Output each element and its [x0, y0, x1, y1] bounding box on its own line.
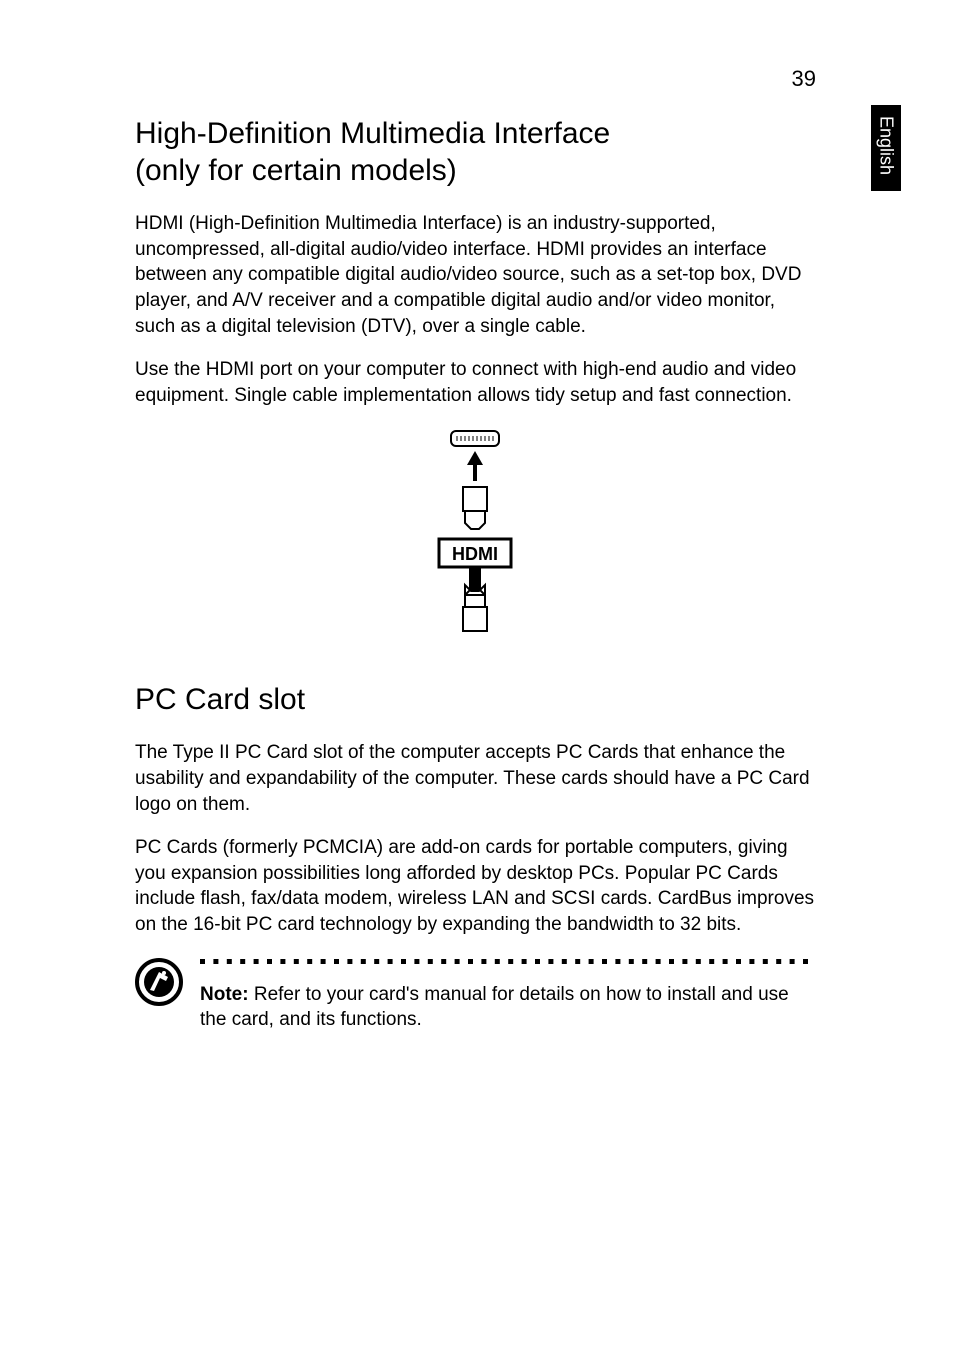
- note-separator: [200, 958, 816, 966]
- note-icon: [135, 958, 183, 1006]
- page-content: High-Definition Multimedia Interface (on…: [135, 116, 815, 1033]
- section1-para1: HDMI (High-Definition Multimedia Interfa…: [135, 211, 815, 339]
- hdmi-diagram-icon: HDMI: [425, 429, 525, 637]
- section1-para2: Use the HDMI port on your computer to co…: [135, 357, 815, 408]
- language-tab: English: [871, 105, 901, 191]
- section2-para1: The Type II PC Card slot of the computer…: [135, 740, 815, 817]
- section2-title: PC Card slot: [135, 682, 815, 719]
- language-tab-label: English: [876, 116, 897, 175]
- note-text: Note: Refer to your card's manual for de…: [200, 982, 816, 1033]
- hdmi-figure: HDMI: [135, 429, 815, 642]
- section2-para2: PC Cards (formerly PCMCIA) are add-on ca…: [135, 835, 815, 938]
- note-icon-col: [135, 958, 200, 1033]
- note-content: Refer to your card's manual for details …: [200, 984, 789, 1031]
- page-number: 39: [792, 66, 816, 92]
- hdmi-figure-label: HDMI: [452, 544, 498, 564]
- note-label: Note:: [200, 984, 249, 1005]
- note-block: Note: Refer to your card's manual for de…: [135, 958, 815, 1033]
- section1-title: High-Definition Multimedia Interface (on…: [135, 116, 815, 189]
- note-body: Note: Refer to your card's manual for de…: [200, 958, 816, 1033]
